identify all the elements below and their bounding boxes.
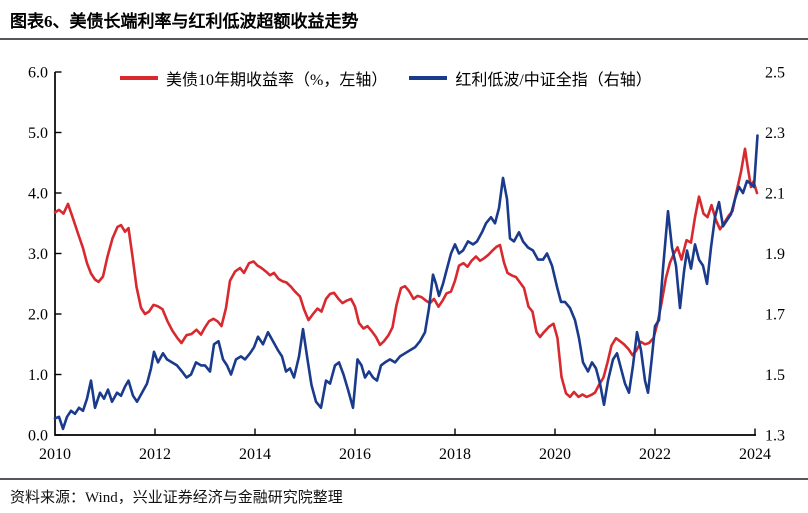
red-line-swatch bbox=[120, 76, 158, 80]
legend-item-ratio: 红利低波/中证全指（右轴） bbox=[409, 66, 652, 90]
right-axis-label: 1.3 bbox=[765, 428, 785, 445]
x-axis-label: 2024 bbox=[739, 446, 771, 463]
footer-divider bbox=[0, 478, 808, 480]
left-axis-label: 0.0 bbox=[28, 428, 48, 445]
left-axis-label: 3.0 bbox=[28, 246, 48, 263]
dividend-lowvol-ratio-line bbox=[53, 134, 759, 431]
left-axis-label: 6.0 bbox=[28, 65, 48, 82]
blue-line-swatch bbox=[409, 76, 448, 80]
legend-label-ratio: 红利低波/中证全指（右轴） bbox=[455, 72, 652, 89]
x-axis-label: 2018 bbox=[439, 446, 471, 463]
us10y-yield-line bbox=[53, 147, 759, 399]
x-axis-label: 2014 bbox=[239, 446, 271, 463]
x-axis-label: 2012 bbox=[139, 446, 171, 463]
chart-legend: 美债10年期收益率（%，左轴） 红利低波/中证全指（右轴） bbox=[120, 66, 652, 90]
right-axis-label: 1.5 bbox=[765, 367, 785, 384]
left-axis-label: 1.0 bbox=[28, 367, 48, 384]
left-axis-label: 5.0 bbox=[28, 125, 48, 142]
legend-item-us10y: 美债10年期收益率（%，左轴） bbox=[120, 66, 387, 90]
left-axis-label: 4.0 bbox=[28, 186, 48, 203]
x-axis-label: 2022 bbox=[639, 446, 671, 463]
page-title: 图表6、美债长端利率与红利低波超额收益走势 bbox=[10, 12, 359, 31]
right-axis-label: 1.9 bbox=[765, 246, 785, 263]
right-axis-label: 2.5 bbox=[765, 65, 785, 82]
source-note: 资料来源：Wind，兴业证券经济与金融研究院整理 bbox=[10, 490, 343, 506]
axis-spines bbox=[54, 72, 756, 436]
left-axis-label: 2.0 bbox=[28, 307, 48, 324]
x-axis-label: 2020 bbox=[539, 446, 571, 463]
right-axis-label: 1.7 bbox=[765, 307, 785, 324]
legend-label-us10y: 美债10年期收益率（%，左轴） bbox=[166, 72, 388, 89]
right-axis-label: 2.1 bbox=[765, 186, 785, 203]
title-divider bbox=[0, 38, 808, 40]
x-axis-label: 2016 bbox=[339, 446, 371, 463]
x-axis-label: 2010 bbox=[39, 446, 71, 463]
right-axis-label: 2.3 bbox=[765, 125, 785, 142]
